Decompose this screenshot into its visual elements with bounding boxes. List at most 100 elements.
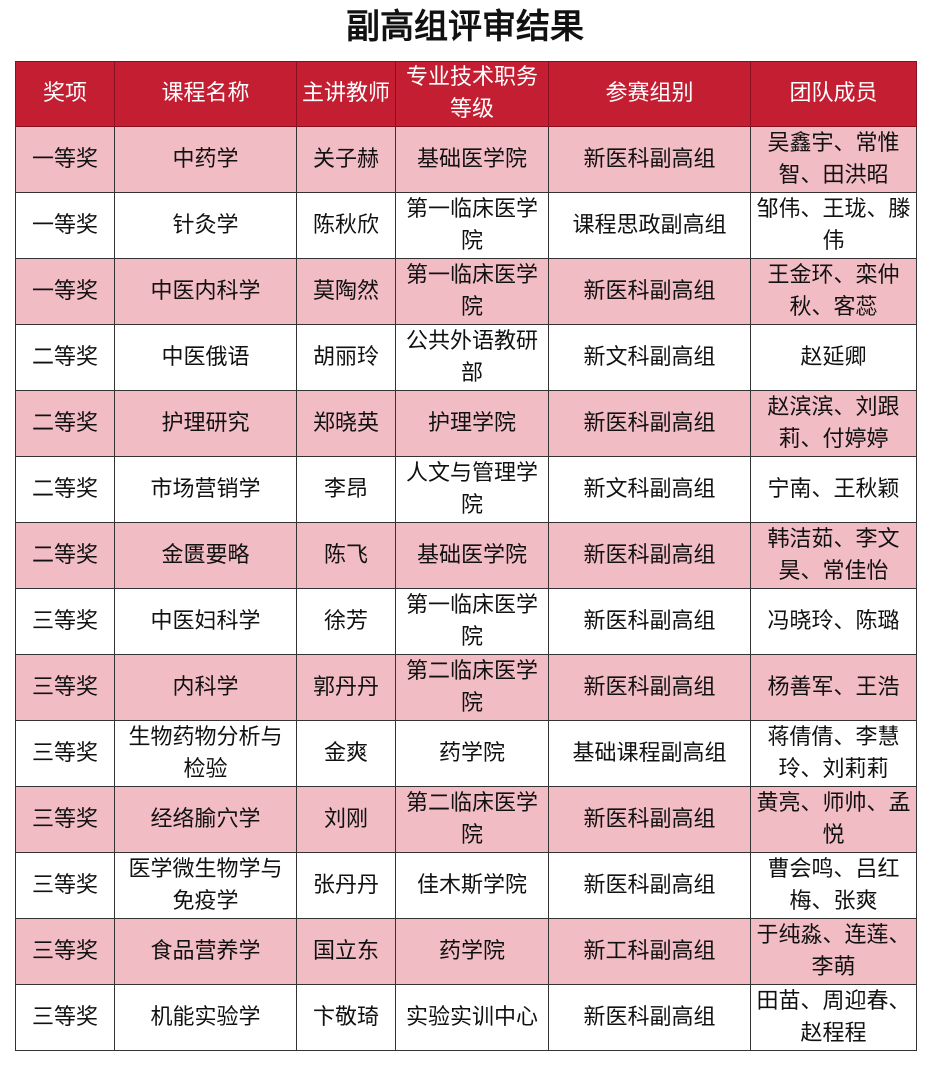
results-table: 奖项 课程名称 主讲教师 专业技术职务等级 参赛组别 团队成员 一等奖 中药学 关子赫 基础医学… <box>15 61 917 1051</box>
cell-teacher: 陈秋欣 <box>296 192 396 259</box>
cell-group: 新医科副高组 <box>548 390 751 457</box>
cell-group: 新医科副高组 <box>548 258 751 325</box>
cell-teacher: 刘刚 <box>296 786 396 853</box>
cell-award: 二等奖 <box>15 390 115 457</box>
cell-department: 第一临床医学院 <box>395 588 549 655</box>
header-course-name: 课程名称 <box>114 61 297 127</box>
cell-team-members: 邹伟、王珑、滕伟 <box>750 192 917 259</box>
cell-course-name: 中医妇科学 <box>114 588 297 655</box>
cell-teacher: 莫陶然 <box>296 258 396 325</box>
cell-award: 一等奖 <box>15 258 115 325</box>
cell-award: 三等奖 <box>15 588 115 655</box>
cell-group: 基础课程副高组 <box>548 720 751 787</box>
cell-team-members: 蒋倩倩、李慧玲、刘莉莉 <box>750 720 917 787</box>
cell-department: 实验实训中心 <box>395 984 549 1051</box>
cell-department: 药学院 <box>395 720 549 787</box>
cell-teacher: 胡丽玲 <box>296 324 396 391</box>
table-row: 二等奖 中医俄语 胡丽玲 公共外语教研部 新文科副高组 赵延卿 <box>15 324 917 391</box>
cell-team-members: 田苗、周迎春、赵程程 <box>750 984 917 1051</box>
cell-course-name: 生物药物分析与检验 <box>114 720 297 787</box>
cell-award: 二等奖 <box>15 324 115 391</box>
cell-department: 基础医学院 <box>395 522 549 589</box>
cell-award: 三等奖 <box>15 654 115 721</box>
table-row: 三等奖 机能实验学 卞敬琦 实验实训中心 新医科副高组 田苗、周迎春、赵程程 <box>15 984 917 1051</box>
cell-team-members: 于纯淼、连莲、李萌 <box>750 918 917 985</box>
header-team-members: 团队成员 <box>750 61 917 127</box>
cell-team-members: 黄亮、师帅、孟悦 <box>750 786 917 853</box>
cell-teacher: 国立东 <box>296 918 396 985</box>
cell-course-name: 市场营销学 <box>114 456 297 523</box>
cell-course-name: 机能实验学 <box>114 984 297 1051</box>
cell-teacher: 李昂 <box>296 456 396 523</box>
cell-team-members: 曹会鸣、吕红梅、张爽 <box>750 852 917 919</box>
cell-course-name: 中医内科学 <box>114 258 297 325</box>
cell-award: 一等奖 <box>15 192 115 259</box>
table-row: 三等奖 生物药物分析与检验 金爽 药学院 基础课程副高组 蒋倩倩、李慧玲、刘莉莉 <box>15 720 917 787</box>
cell-course-name: 经络腧穴学 <box>114 786 297 853</box>
cell-department: 基础医学院 <box>395 126 549 193</box>
cell-department: 公共外语教研部 <box>395 324 549 391</box>
cell-teacher: 金爽 <box>296 720 396 787</box>
cell-team-members: 王金环、栾仲秋、客蕊 <box>750 258 917 325</box>
cell-department: 第一临床医学院 <box>395 258 549 325</box>
table-row: 二等奖 市场营销学 李昂 人文与管理学院 新文科副高组 宁南、王秋颖 <box>15 456 917 523</box>
table-row: 二等奖 金匮要略 陈飞 基础医学院 新医科副高组 韩洁茹、李文昊、常佳怡 <box>15 522 917 589</box>
cell-department: 护理学院 <box>395 390 549 457</box>
cell-course-name: 金匮要略 <box>114 522 297 589</box>
cell-teacher: 郑晓英 <box>296 390 396 457</box>
cell-department: 第一临床医学院 <box>395 192 549 259</box>
table-row: 一等奖 中药学 关子赫 基础医学院 新医科副高组 吴鑫宇、常惟智、田洪昭 <box>15 126 917 193</box>
cell-team-members: 吴鑫宇、常惟智、田洪昭 <box>750 126 917 193</box>
cell-course-name: 中药学 <box>114 126 297 193</box>
header-teacher: 主讲教师 <box>296 61 396 127</box>
header-row: 奖项 课程名称 主讲教师 专业技术职务等级 参赛组别 团队成员 <box>15 61 917 127</box>
cell-teacher: 郭丹丹 <box>296 654 396 721</box>
cell-team-members: 杨善军、王浩 <box>750 654 917 721</box>
cell-course-name: 内科学 <box>114 654 297 721</box>
cell-course-name: 针灸学 <box>114 192 297 259</box>
cell-department: 第二临床医学院 <box>395 654 549 721</box>
cell-group: 新医科副高组 <box>548 588 751 655</box>
header-award: 奖项 <box>15 61 115 127</box>
header-department: 专业技术职务等级 <box>395 61 549 127</box>
cell-teacher: 陈飞 <box>296 522 396 589</box>
cell-department: 第二临床医学院 <box>395 786 549 853</box>
next-section-title-cut <box>0 1068 930 1082</box>
table-row: 一等奖 针灸学 陈秋欣 第一临床医学院 课程思政副高组 邹伟、王珑、滕伟 <box>15 192 917 259</box>
cell-teacher: 张丹丹 <box>296 852 396 919</box>
cell-course-name: 护理研究 <box>114 390 297 457</box>
cell-team-members: 赵延卿 <box>750 324 917 391</box>
cell-course-name: 医学微生物学与免疫学 <box>114 852 297 919</box>
cell-group: 新医科副高组 <box>548 786 751 853</box>
cell-award: 三等奖 <box>15 918 115 985</box>
cell-group: 新工科副高组 <box>548 918 751 985</box>
cell-teacher: 卞敬琦 <box>296 984 396 1051</box>
cell-award: 三等奖 <box>15 984 115 1051</box>
cell-award: 二等奖 <box>15 456 115 523</box>
cell-award: 二等奖 <box>15 522 115 589</box>
table-row: 一等奖 中医内科学 莫陶然 第一临床医学院 新医科副高组 王金环、栾仲秋、客蕊 <box>15 258 917 325</box>
cell-group: 新医科副高组 <box>548 984 751 1051</box>
cell-teacher: 关子赫 <box>296 126 396 193</box>
cell-team-members: 冯晓玲、陈璐 <box>750 588 917 655</box>
cell-group: 课程思政副高组 <box>548 192 751 259</box>
cell-department: 佳木斯学院 <box>395 852 549 919</box>
table-row: 三等奖 医学微生物学与免疫学 张丹丹 佳木斯学院 新医科副高组 曹会鸣、吕红梅、张爽 <box>15 852 917 919</box>
cell-team-members: 韩洁茹、李文昊、常佳怡 <box>750 522 917 589</box>
cell-team-members: 赵滨滨、刘跟莉、付婷婷 <box>750 390 917 457</box>
cell-group: 新医科副高组 <box>548 522 751 589</box>
cell-group: 新文科副高组 <box>548 324 751 391</box>
cell-department: 药学院 <box>395 918 549 985</box>
cell-course-name: 中医俄语 <box>114 324 297 391</box>
table-row: 三等奖 食品营养学 国立东 药学院 新工科副高组 于纯淼、连莲、李萌 <box>15 918 917 985</box>
cell-group: 新文科副高组 <box>548 456 751 523</box>
cell-group: 新医科副高组 <box>548 126 751 193</box>
table-row: 三等奖 经络腧穴学 刘刚 第二临床医学院 新医科副高组 黄亮、师帅、孟悦 <box>15 786 917 853</box>
header-group: 参赛组别 <box>548 61 751 127</box>
page-title: 副高组评审结果 <box>346 7 584 47</box>
cell-award: 三等奖 <box>15 852 115 919</box>
cell-teacher: 徐芳 <box>296 588 396 655</box>
cell-department: 人文与管理学院 <box>395 456 549 523</box>
cell-team-members: 宁南、王秋颖 <box>750 456 917 523</box>
cell-award: 一等奖 <box>15 126 115 193</box>
